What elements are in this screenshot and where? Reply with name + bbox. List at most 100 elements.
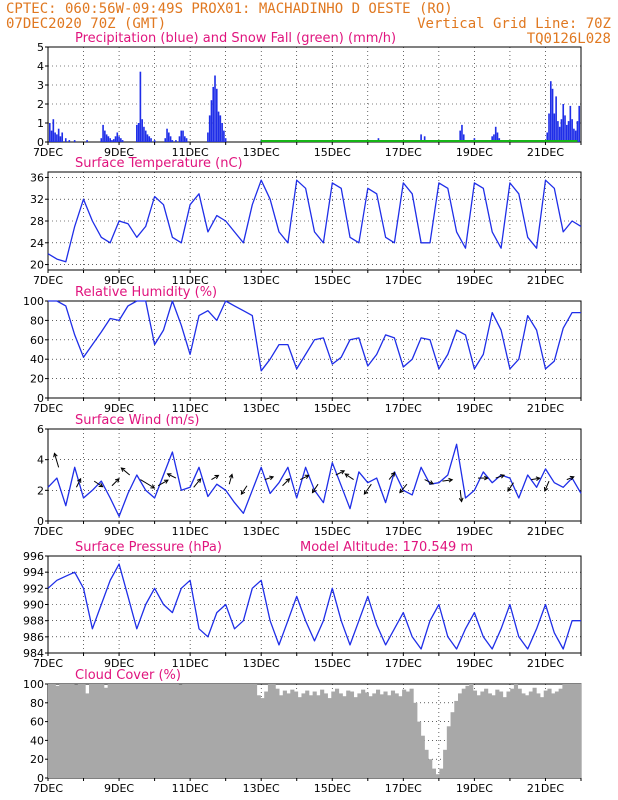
precip-bar xyxy=(569,105,572,142)
cloud-bar xyxy=(249,684,254,778)
cloud-bar xyxy=(349,691,355,778)
cloud-bar xyxy=(189,684,194,778)
x-tick-label: 9DEC xyxy=(104,525,134,538)
wind-arrow-head xyxy=(535,476,541,482)
wind-arrow-shaft xyxy=(507,482,514,492)
wind-arrow-head xyxy=(429,480,434,485)
x-tick-label: 9DEC xyxy=(104,782,134,795)
precip-bar xyxy=(210,100,213,142)
precip-bar xyxy=(107,136,110,142)
cloud-bar xyxy=(424,749,429,778)
cloud-bar xyxy=(335,688,340,778)
x-tick-label: 17DEC xyxy=(385,657,422,670)
x-tick-label: 19DEC xyxy=(456,402,493,415)
y-tick-label: 0 xyxy=(37,136,44,149)
precip-bar xyxy=(215,88,218,142)
cloud-bar xyxy=(491,695,496,778)
precip-bar xyxy=(491,136,493,142)
x-tick-label: 19DEC xyxy=(456,525,493,538)
wind-arrow-shaft xyxy=(282,478,290,487)
panel-title: Surface Wind (m/s) xyxy=(75,413,199,428)
cloud-bar xyxy=(103,687,109,778)
precip-bar xyxy=(139,71,142,142)
x-tick-label: 19DEC xyxy=(456,657,493,670)
cloud-bar xyxy=(562,684,567,778)
wind-arrow-head xyxy=(98,482,104,488)
cloud-bar xyxy=(484,688,489,778)
y-tick-label: 100 xyxy=(23,678,44,691)
panel-cloud: 0 20 40 60 80 100 7DEC 9DEC 11DEC 13DEC 15DEC 17DEC… xyxy=(23,668,582,795)
series-line xyxy=(47,563,581,650)
precip-bar xyxy=(459,130,462,142)
precip-bar xyxy=(219,115,222,142)
precip-bar xyxy=(208,115,211,142)
x-tick-label: 21DEC xyxy=(527,657,564,670)
cloud-bar xyxy=(528,691,533,778)
x-tick-label: 7DEC xyxy=(33,525,63,538)
wind-arrow-shaft xyxy=(424,479,434,485)
cloud-bar xyxy=(346,690,351,778)
y-tick-label: 984 xyxy=(23,647,44,660)
cloud-bar xyxy=(450,712,455,778)
cloud-bar xyxy=(85,693,90,778)
x-tick-label: 15DEC xyxy=(314,525,351,538)
cloud-bar xyxy=(372,693,377,778)
precip-bar xyxy=(64,138,67,142)
cloud-bar xyxy=(417,721,422,778)
cloud-bar xyxy=(256,695,261,778)
wind-arrow-head xyxy=(543,486,549,492)
cloud-bar xyxy=(487,693,492,778)
cloud-bar xyxy=(66,684,71,778)
precip-bar xyxy=(555,96,557,142)
x-tick-label: 19DEC xyxy=(456,146,493,159)
precip-bar xyxy=(153,140,156,142)
cloud-bar xyxy=(245,684,250,778)
x-tick-label: 21DEC xyxy=(527,782,564,795)
precip-bar xyxy=(114,136,117,142)
cloud-bar xyxy=(267,684,273,778)
precip-bar xyxy=(86,140,88,142)
wind-arrow-shaft xyxy=(157,479,169,487)
wind-arrow-head xyxy=(340,470,346,475)
x-tick-label: 11DEC xyxy=(172,146,209,159)
precip-bar xyxy=(548,113,550,142)
cloud-bar xyxy=(111,684,116,778)
chart-header: CPTEC: 060:56W-09:49S PROX01: MACHADINHO… xyxy=(6,1,611,47)
cloud-bar xyxy=(74,684,79,778)
precip-bar xyxy=(494,126,497,142)
precip-bar xyxy=(59,136,62,142)
cloud-bar xyxy=(107,684,112,778)
wind-arrow-head xyxy=(458,497,464,503)
wind-arrow-head xyxy=(214,474,220,480)
y-tick-label: 988 xyxy=(23,615,44,628)
cloud-bar xyxy=(305,690,310,778)
cloud-bar xyxy=(338,693,343,778)
cloud-bar xyxy=(171,684,176,778)
precip-bar xyxy=(102,124,104,142)
precip-bar xyxy=(496,132,499,142)
panel-title: Cloud Cover (%) xyxy=(75,668,181,683)
wind-arrow-head xyxy=(53,452,58,458)
cloud-bar xyxy=(264,691,269,778)
cloud-bar xyxy=(77,684,82,778)
series-line xyxy=(47,179,582,263)
wind-arrow-head xyxy=(196,478,202,483)
precip-bar xyxy=(120,138,122,142)
precip-bar xyxy=(549,81,552,142)
cloud-bar xyxy=(312,691,317,778)
wind-arrow-shaft xyxy=(544,480,550,492)
cloud-bar xyxy=(331,691,336,778)
cloud-bar xyxy=(219,684,224,778)
precip-bar xyxy=(182,130,184,142)
cloud-bar xyxy=(566,684,571,778)
wind-arrow-head xyxy=(390,471,396,477)
cloud-bar xyxy=(543,690,548,778)
cloud-bar xyxy=(405,691,410,778)
cloud-bar xyxy=(297,697,302,778)
cloud-bar xyxy=(55,685,60,778)
cloud-bar xyxy=(48,684,53,778)
wind-arrow-shaft xyxy=(111,478,120,487)
y-tick-label: 3 xyxy=(37,79,44,92)
cloud-bar xyxy=(323,693,328,778)
